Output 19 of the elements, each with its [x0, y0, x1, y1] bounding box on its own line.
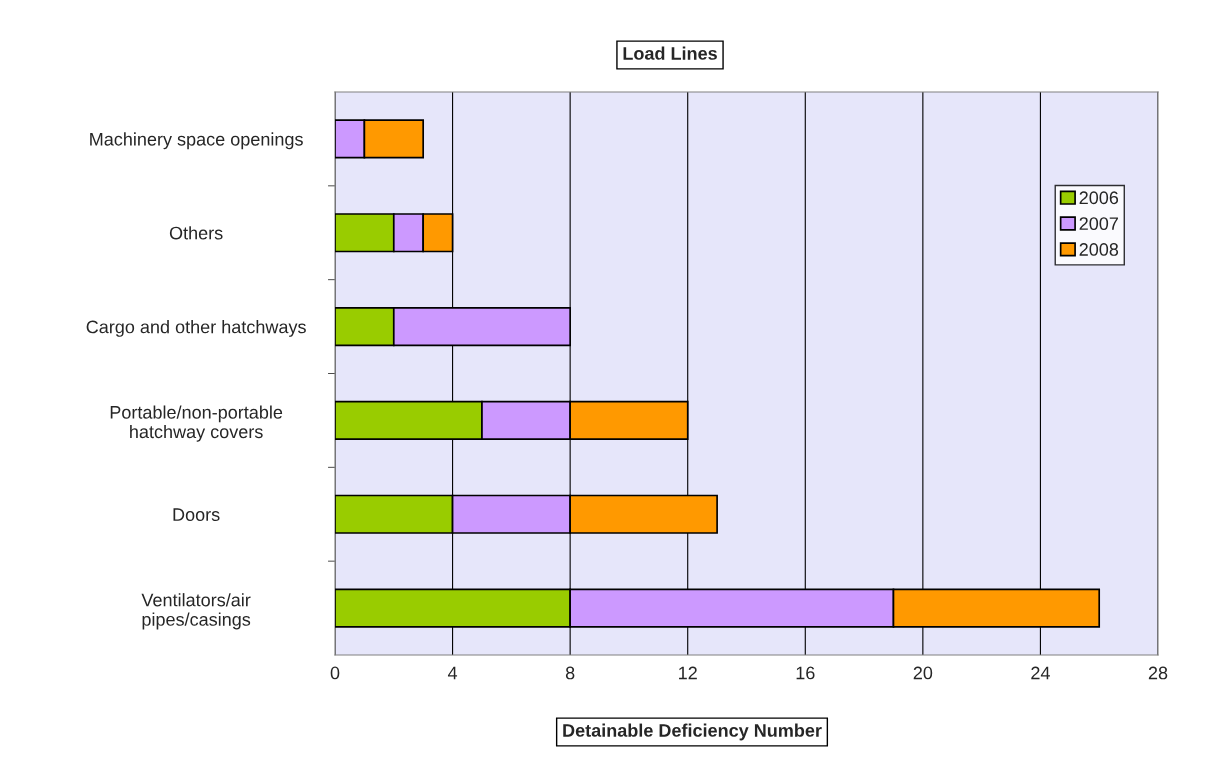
x-tick-label: 0 — [330, 666, 340, 680]
x-tick-label: 8 — [565, 666, 575, 680]
legend-label: 2006 — [1079, 191, 1119, 205]
chart-title: Load Lines — [623, 46, 717, 60]
x-tick-label: 24 — [1031, 666, 1050, 680]
x-tick-label: 28 — [1148, 666, 1168, 680]
y-tick-label: Doors — [173, 508, 220, 521]
y-tick-label: Machinery space openings — [90, 132, 303, 150]
x-axis-title: Detainable Deficiency Number — [563, 723, 822, 741]
legend-label: 2008 — [1079, 243, 1119, 256]
x-tick-label: 4 — [447, 666, 458, 680]
x-tick-label: 20 — [913, 666, 933, 680]
x-tick-label: 16 — [796, 666, 815, 680]
y-tick-label: Cargo and other hatchways — [86, 320, 306, 337]
legend-label: 2007 — [1079, 217, 1118, 231]
y-tick-label: Ventilators/air pipes/casings — [141, 593, 251, 630]
y-tick-label: Others — [169, 226, 223, 240]
x-tick-label: 12 — [679, 666, 697, 680]
y-tick-label: Portable/non-portable hatchway covers — [110, 405, 283, 442]
